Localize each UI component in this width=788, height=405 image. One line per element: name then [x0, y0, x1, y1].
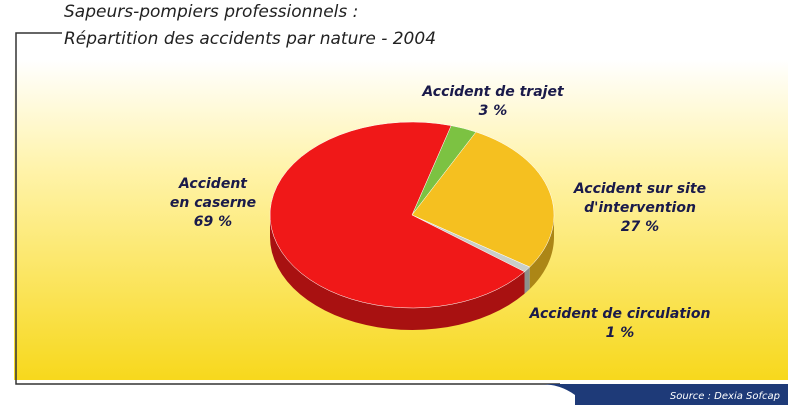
value-label: 3 %: [479, 103, 508, 119]
title-line: Répartition des accidents par nature - 2…: [64, 29, 436, 49]
label-line: Accident sur site: [573, 181, 706, 197]
title-line: Sapeurs-pompiers professionnels :: [64, 2, 358, 22]
source: Source : Dexia Sofcap: [670, 391, 780, 402]
slice-label: Accident en caserne: [170, 176, 256, 211]
slice-side: [529, 215, 554, 290]
label-line: Accident de circulation: [529, 306, 711, 322]
label-line: en caserne: [170, 195, 256, 211]
label-line: Accident de trajet: [421, 84, 565, 100]
value-label: 27 %: [621, 219, 659, 235]
slice: [269, 121, 525, 309]
slice-side: [270, 215, 525, 330]
source-tab: [540, 384, 788, 405]
slice-label: Accident de circulation: [529, 306, 711, 322]
value-label: 69 %: [194, 214, 232, 230]
slice: [411, 131, 555, 268]
pie: [269, 121, 555, 330]
slice-label: Accident de trajet: [421, 84, 565, 100]
slice-label: Accident sur site d'intervention: [573, 181, 706, 216]
label-line: d'intervention: [584, 200, 696, 216]
slice-side: [524, 267, 530, 294]
frame: [15, 32, 560, 385]
value-label: 1 %: [606, 325, 635, 341]
label-line: Accident: [178, 176, 248, 192]
